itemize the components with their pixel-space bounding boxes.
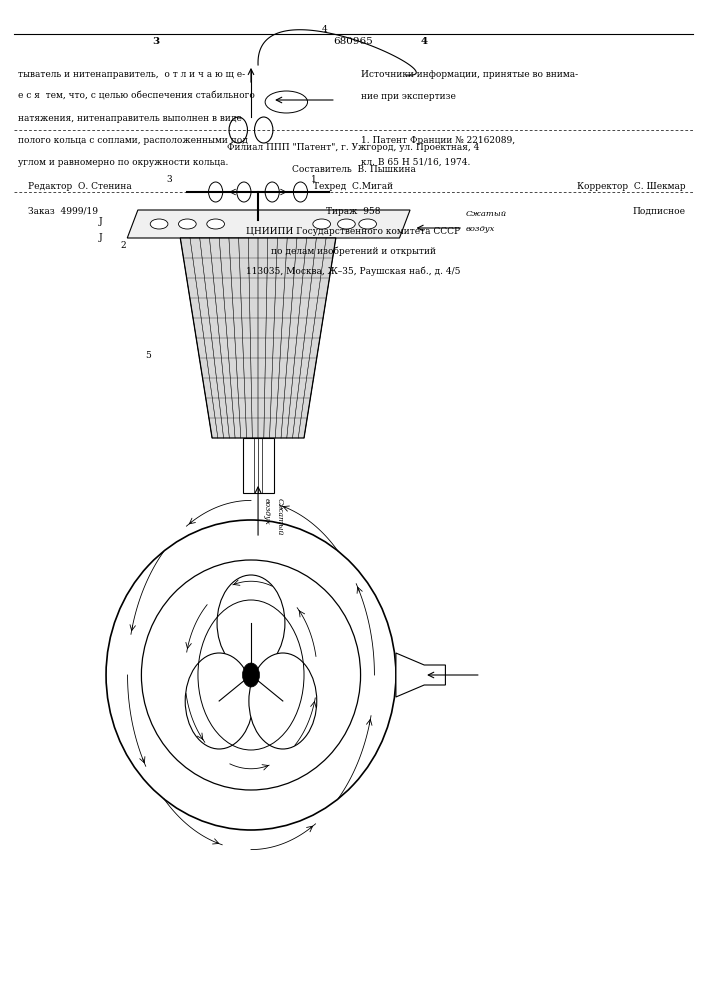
Text: воздух: воздух <box>263 498 271 525</box>
Ellipse shape <box>338 219 355 229</box>
Text: Составитель  В. Пышкина: Составитель В. Пышкина <box>291 165 416 174</box>
Text: Сжатый: Сжатый <box>276 498 284 535</box>
Polygon shape <box>127 210 410 238</box>
Text: Тираж  958: Тираж 958 <box>326 207 381 216</box>
Text: 1: 1 <box>311 175 317 184</box>
Ellipse shape <box>265 91 308 113</box>
Bar <box>243 438 274 493</box>
Text: 2: 2 <box>120 241 126 250</box>
Text: ние при экспертизе: ние при экспертизе <box>361 92 455 101</box>
Text: 113035, Москва, Ж–35, Раушская наб., д. 4/5: 113035, Москва, Ж–35, Раушская наб., д. … <box>246 266 461 276</box>
Text: ЦНИИПИ Государственного комитета СССР: ЦНИИПИ Государственного комитета СССР <box>247 227 460 236</box>
Text: 4: 4 <box>322 25 327 34</box>
Circle shape <box>265 182 279 202</box>
Text: углом и равномерно по окружности кольца.: углом и равномерно по окружности кольца. <box>18 158 228 167</box>
Polygon shape <box>396 653 445 697</box>
Ellipse shape <box>358 219 376 229</box>
Text: Филиал ППП "Патент", г. Ужгород, ул. Проектная, 4: Филиал ППП "Патент", г. Ужгород, ул. Про… <box>228 143 479 152</box>
Text: 680965: 680965 <box>334 37 373 46</box>
Text: тыватель и нитенаправитель,  о т л и ч а ю щ е-: тыватель и нитенаправитель, о т л и ч а … <box>18 70 245 79</box>
Text: J: J <box>99 217 103 226</box>
Text: Заказ  4999/19: Заказ 4999/19 <box>28 207 98 216</box>
Text: 1. Патент Франции № 22162089,: 1. Патент Франции № 22162089, <box>361 136 515 145</box>
Text: 4: 4 <box>421 37 428 46</box>
Circle shape <box>255 117 273 143</box>
Ellipse shape <box>312 219 330 229</box>
Text: Подписное: Подписное <box>633 207 686 216</box>
Text: Сжатый: Сжатый <box>465 210 506 218</box>
Text: натяжения, нитенаправитель выполнен в виде: натяжения, нитенаправитель выполнен в ви… <box>18 114 242 123</box>
Circle shape <box>243 663 259 687</box>
Circle shape <box>185 653 253 749</box>
Ellipse shape <box>206 219 224 229</box>
Circle shape <box>237 182 251 202</box>
Text: Корректор  С. Шекмар: Корректор С. Шекмар <box>577 182 686 191</box>
Circle shape <box>293 182 308 202</box>
Text: 3: 3 <box>166 175 172 184</box>
Text: полого кольца с соплами, расположенными под: полого кольца с соплами, расположенными … <box>18 136 247 145</box>
Ellipse shape <box>178 219 197 229</box>
Text: воздух: воздух <box>465 225 495 233</box>
Polygon shape <box>180 238 336 438</box>
Ellipse shape <box>150 219 168 229</box>
Circle shape <box>229 117 247 143</box>
Circle shape <box>249 653 317 749</box>
Text: по делам изобретений и открытий: по делам изобретений и открытий <box>271 246 436 256</box>
Ellipse shape <box>141 560 361 790</box>
Circle shape <box>209 182 223 202</box>
Text: кл. В 65 Н 51/16, 1974.: кл. В 65 Н 51/16, 1974. <box>361 158 470 167</box>
Text: Техред  С.Мигай: Техред С.Мигай <box>313 182 394 191</box>
Text: J: J <box>99 233 103 242</box>
Ellipse shape <box>106 520 396 830</box>
Text: Источники информации, принятые во внима-: Источники информации, принятые во внима- <box>361 70 578 79</box>
Text: Редактор  О. Стенина: Редактор О. Стенина <box>28 182 132 191</box>
Circle shape <box>217 575 285 671</box>
Text: е с я  тем, что, с целью обеспечения стабильного: е с я тем, что, с целью обеспечения стаб… <box>18 92 255 101</box>
Text: 5: 5 <box>145 351 151 360</box>
Text: 3: 3 <box>152 37 159 46</box>
